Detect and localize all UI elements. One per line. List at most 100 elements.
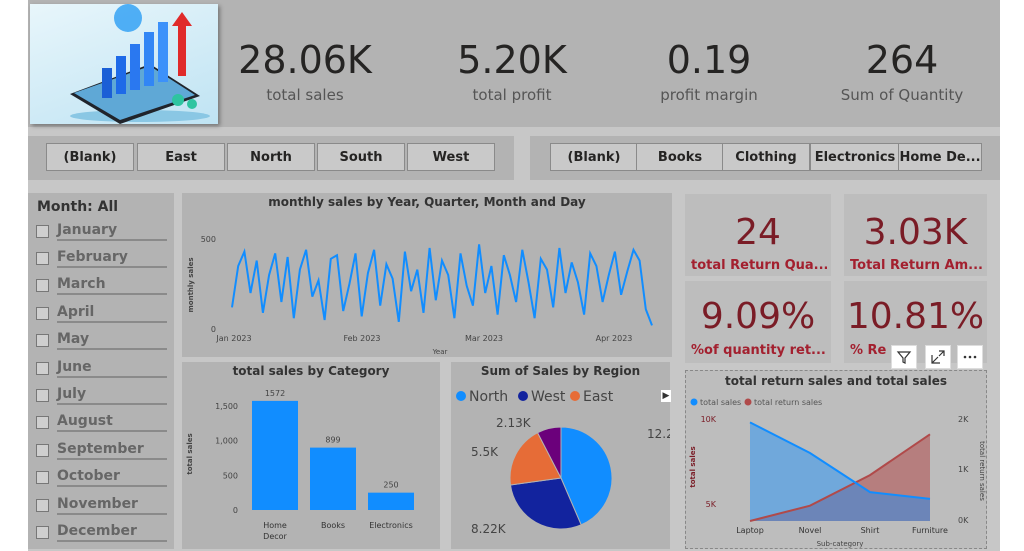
- bar-ytick: 1,000: [215, 437, 238, 446]
- month-slicer: [28, 193, 174, 549]
- month-label: July: [57, 386, 167, 405]
- month-option-november[interactable]: November: [36, 494, 167, 516]
- month-option-july[interactable]: July: [36, 384, 167, 406]
- category-option-blank[interactable]: (Blank): [550, 143, 638, 171]
- more-options-icon: [963, 355, 977, 359]
- focus-mode-button[interactable]: [925, 345, 951, 369]
- month-label: November: [57, 496, 167, 515]
- filter-icon: [896, 351, 912, 364]
- region-option-west[interactable]: West: [407, 143, 495, 171]
- month-checkbox[interactable]: [36, 388, 49, 402]
- month-option-october[interactable]: October: [36, 467, 167, 489]
- sales-by-category-chart: total sales by Category total sales 0 500…: [182, 362, 440, 549]
- month-option-august[interactable]: August: [36, 412, 167, 434]
- month-checkbox[interactable]: [36, 334, 49, 348]
- month-label: June: [57, 359, 167, 378]
- month-checkbox[interactable]: [36, 525, 49, 539]
- month-option-april[interactable]: April: [36, 302, 167, 324]
- filter-button[interactable]: [891, 345, 917, 369]
- area-category-label: Furniture: [912, 526, 948, 535]
- kpi-total-sales-label: total sales: [266, 86, 344, 104]
- area-ylabel: total sales: [689, 446, 697, 487]
- card-pct-quantity-returned: 9.09% %of quantity ret...: [685, 281, 831, 363]
- area-ytick-5k: 5K: [706, 500, 717, 509]
- card-pct-quantity-label: %of quantity ret...: [691, 343, 826, 358]
- line-xtick-feb: Feb 2023: [343, 334, 380, 343]
- bar-category-label: Home: [263, 521, 287, 530]
- more-options-button[interactable]: [957, 345, 983, 369]
- kpi-total-profit-label: total profit: [472, 86, 552, 104]
- bar-ytick: 1,500: [215, 402, 238, 411]
- card-return-amount-label: Total Return Am...: [850, 258, 983, 273]
- report-canvas: 28.06K total sales 5.20K total profit 0.…: [28, 0, 1000, 551]
- month-label: May: [57, 331, 167, 351]
- month-option-february[interactable]: February: [36, 247, 167, 269]
- bar-category-label: Electronics: [369, 521, 413, 530]
- region-option-south[interactable]: South: [317, 143, 405, 171]
- bar-data-label: 250: [383, 481, 398, 490]
- card-pct-quantity-value: 9.09%: [700, 296, 816, 337]
- month-checkbox[interactable]: [36, 224, 49, 238]
- month-label: March: [57, 276, 167, 296]
- monthly-sales-title: monthly sales by Year, Quarter, Month an…: [268, 195, 586, 209]
- pie-data-label: 8.22K: [471, 522, 507, 536]
- category-bar: [368, 492, 414, 510]
- month-option-september[interactable]: September: [36, 439, 167, 461]
- expand-chevron-icon[interactable]: ▶: [661, 390, 671, 402]
- month-option-january[interactable]: January: [36, 220, 167, 242]
- month-option-march[interactable]: March: [36, 275, 167, 297]
- area-ytick-10k: 10K: [701, 415, 717, 424]
- pie-data-label: 12.22K: [647, 427, 670, 441]
- line-ytick-500: 500: [201, 235, 216, 244]
- category-bar: [252, 400, 298, 510]
- bar-ylabel: total sales: [186, 433, 194, 474]
- month-checkbox[interactable]: [36, 361, 49, 375]
- month-checkbox[interactable]: [36, 306, 49, 320]
- kpi-quantity-label: Sum of Quantity: [840, 86, 964, 104]
- month-label: August: [57, 413, 167, 433]
- area-y2tick-1k: 1K: [958, 465, 969, 474]
- month-option-may[interactable]: May: [36, 330, 167, 352]
- month-label: September: [57, 441, 167, 460]
- month-checkbox[interactable]: [36, 471, 49, 485]
- region-option-east[interactable]: East: [137, 143, 225, 171]
- month-checkbox[interactable]: [36, 416, 49, 430]
- return-vs-sales-chart: total return sales and total sales total…: [685, 370, 987, 549]
- category-option-clothing[interactable]: Clothing: [722, 143, 810, 171]
- category-option-home-decor[interactable]: Home De...: [898, 143, 982, 171]
- category-option-electronics[interactable]: Electronics: [810, 143, 900, 171]
- region-option-blank[interactable]: (Blank): [46, 143, 134, 171]
- hero-illustration: [30, 4, 218, 124]
- line-xtick-mar: Mar 2023: [465, 334, 503, 343]
- kpi-total-profit-value: 5.20K: [457, 38, 567, 82]
- region-option-north[interactable]: North: [227, 143, 315, 171]
- bar-ytick: 500: [223, 471, 238, 480]
- card-return-amount: 3.03K Total Return Am...: [844, 194, 987, 276]
- card-pct-return-value: 10.81%: [846, 296, 985, 337]
- pie-legend-east: East: [583, 389, 614, 405]
- month-checkbox[interactable]: [36, 251, 49, 265]
- pie-data-label: 5.5K: [471, 445, 499, 459]
- pie-slice: [509, 477, 582, 530]
- kpi-total-sales-value: 28.06K: [238, 38, 372, 82]
- category-option-books[interactable]: Books: [636, 143, 724, 171]
- category-bar: [310, 447, 356, 510]
- category-chart-title: total sales by Category: [232, 364, 390, 378]
- line-xtick-jan: Jan 2023: [215, 334, 251, 343]
- month-checkbox[interactable]: [36, 498, 49, 512]
- monthly-sales-line: [231, 244, 653, 326]
- month-label: April: [57, 304, 167, 323]
- area-legend-total-return-sales: total return sales: [754, 398, 822, 407]
- total-sales-area: [750, 422, 930, 521]
- line-ylabel: monthly sales: [187, 257, 195, 312]
- area-category-label: Laptop: [736, 526, 764, 535]
- month-label: February: [57, 249, 167, 268]
- month-checkbox[interactable]: [36, 279, 49, 293]
- sales-by-region-chart: Sum of Sales by Region North West East 1…: [451, 362, 670, 549]
- kpi-quantity-value: 264: [865, 38, 939, 82]
- month-option-december[interactable]: December: [36, 521, 167, 543]
- card-return-quantity-value: 24: [735, 212, 781, 253]
- month-checkbox[interactable]: [36, 443, 49, 457]
- month-option-june[interactable]: June: [36, 357, 167, 379]
- month-label: December: [57, 523, 167, 542]
